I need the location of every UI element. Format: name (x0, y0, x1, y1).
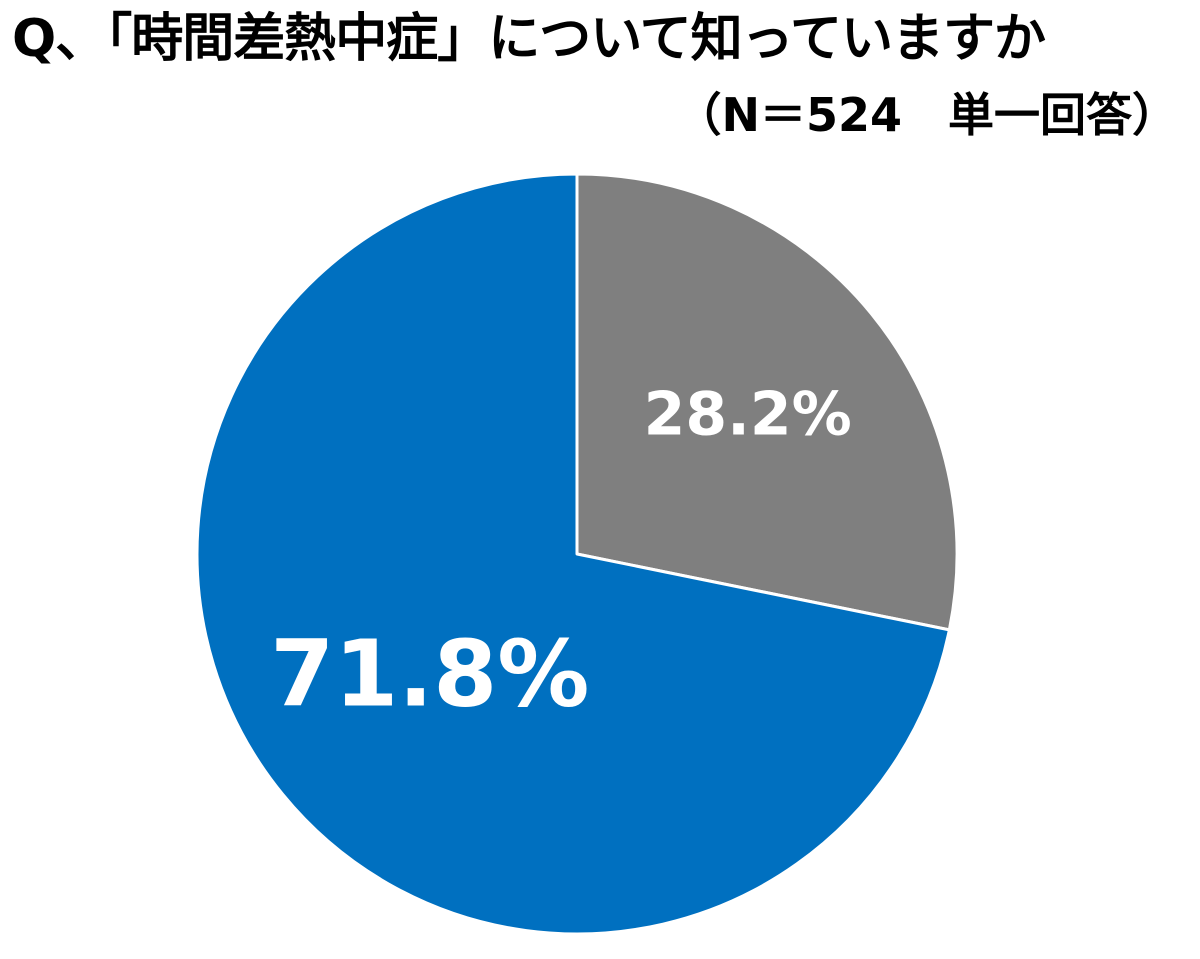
pie-slice-label-0: 28.2% (644, 380, 852, 450)
pie-slice-0 (575, 172, 959, 632)
pie-slice-label-1: 71.8% (270, 621, 589, 728)
pie-slice-1 (195, 172, 951, 936)
chart-title: Q、「時間差熱中症」について知っていますか (12, 9, 1046, 69)
chart-subtitle: （N＝524 単一回答） (675, 88, 1178, 142)
